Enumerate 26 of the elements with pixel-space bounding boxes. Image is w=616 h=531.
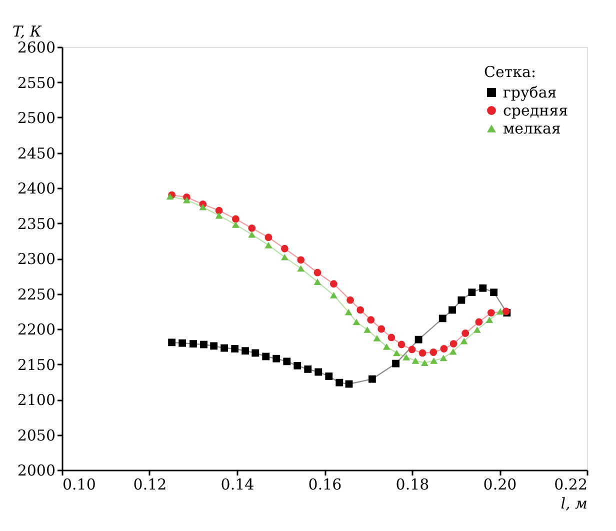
legend-label: грубая (503, 84, 557, 102)
y-tick-label: 2500 (17, 109, 56, 127)
y-tick-label: 2050 (17, 426, 56, 444)
y-tick-label: 2150 (17, 356, 56, 374)
x-tick-label: 0.14 (220, 476, 254, 494)
y-tick-label: 2000 (17, 462, 56, 480)
legend-label: средняя (503, 102, 568, 120)
y-tick-label: 2550 (17, 74, 56, 92)
x-axis-title: l, м (560, 494, 588, 512)
x-tick-label: 0.16 (308, 476, 342, 494)
x-tick-label: 0.22 (554, 476, 588, 494)
y-tick-label: 2100 (17, 391, 56, 409)
x-tick-label: 0.10 (62, 476, 96, 494)
legend-label: мелкая (503, 120, 561, 138)
x-tick-label: 0.18 (396, 476, 430, 494)
y-tick-label: 2400 (17, 180, 56, 198)
x-tick-label: 0.12 (133, 476, 167, 494)
y-tick-label: 2300 (17, 250, 56, 268)
x-tick-label: 0.20 (483, 476, 517, 494)
legend-title: Сетка: (484, 63, 536, 81)
y-tick-label: 2200 (17, 320, 56, 338)
y-tick-label: 2600 (17, 38, 56, 56)
y-tick-label: 2250 (17, 285, 56, 304)
y-tick-label: 2350 (17, 214, 56, 233)
y-tick-label: 2450 (17, 144, 56, 162)
y-axis-title: T, К (12, 22, 42, 40)
